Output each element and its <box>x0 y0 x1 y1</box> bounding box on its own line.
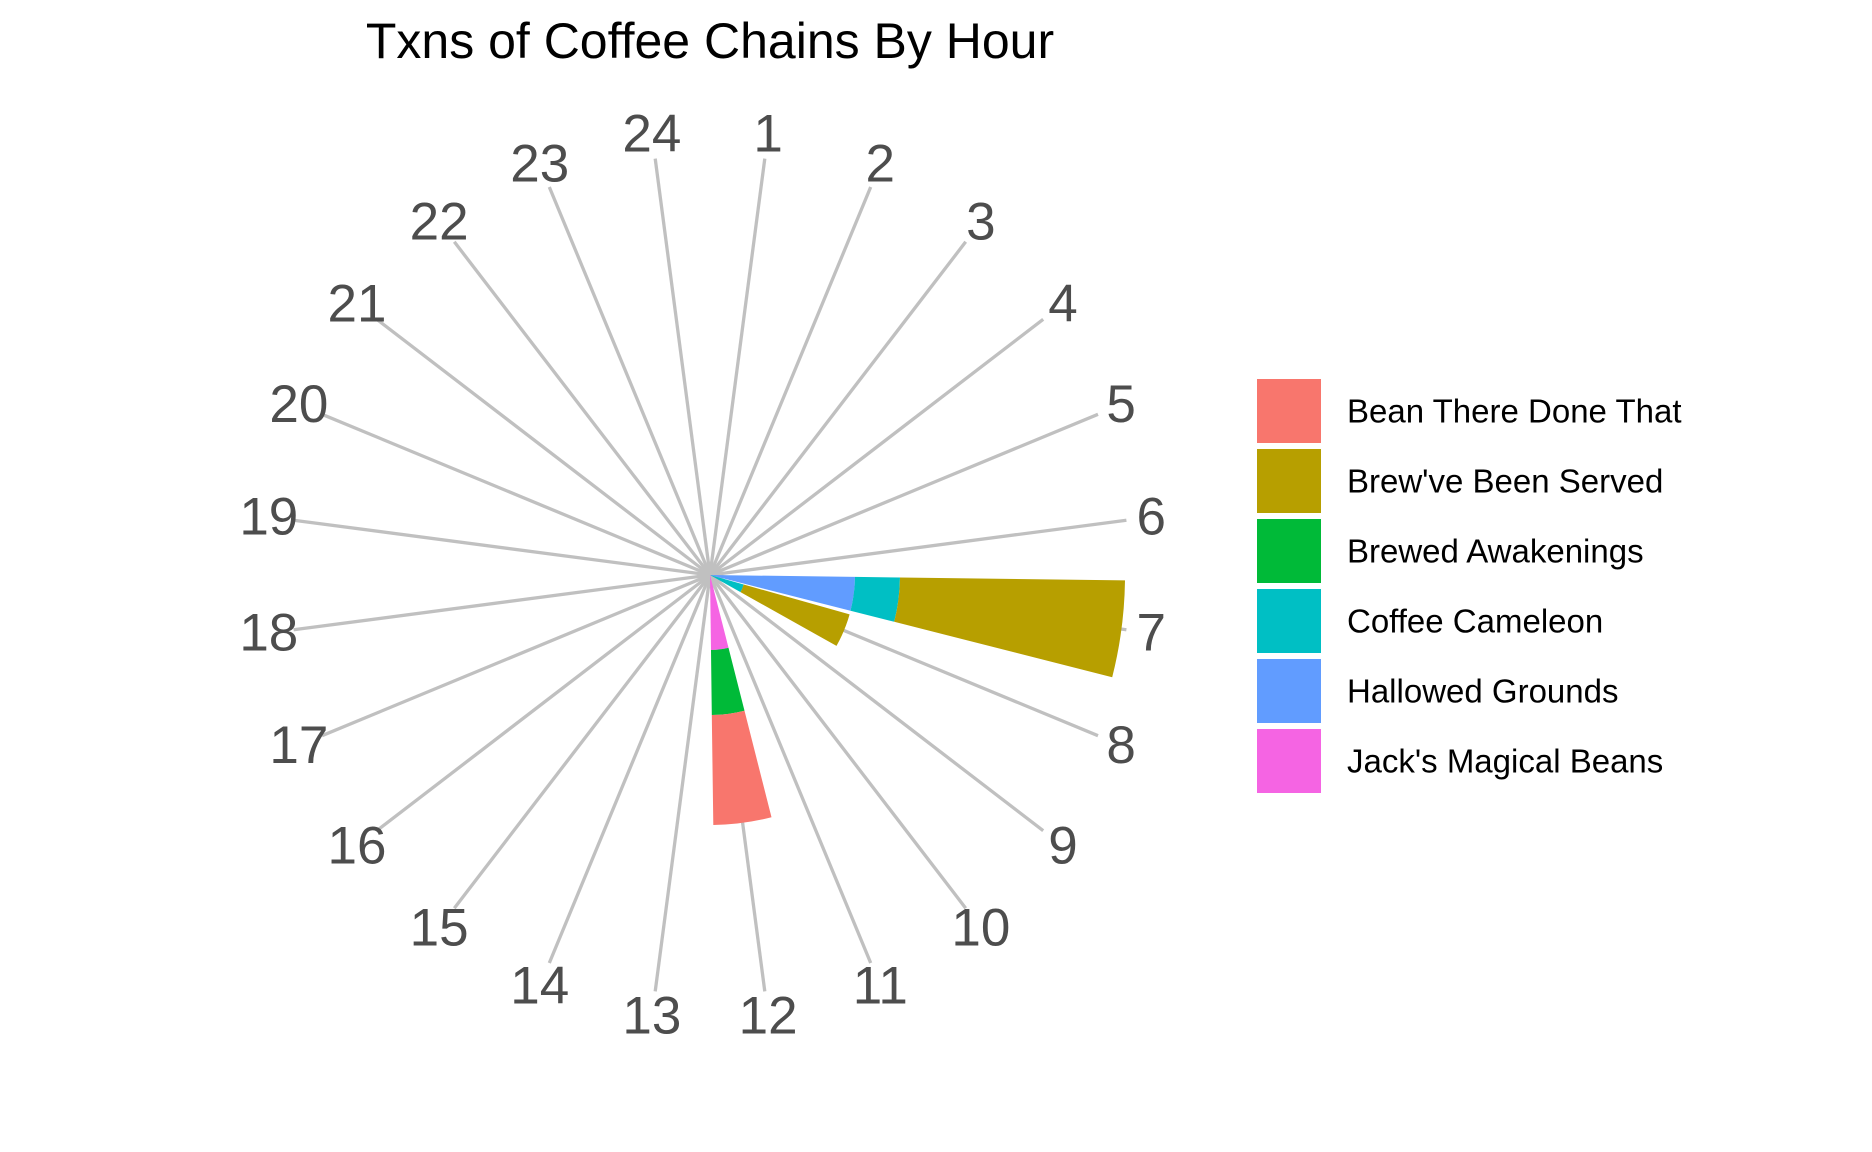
legend: Bean There Done That Brew've Been Served B… <box>1255 377 1682 795</box>
tick-label-22: 22 <box>410 193 469 252</box>
tick-label-10: 10 <box>951 899 1010 958</box>
legend-key-coffee-cameleon <box>1255 587 1323 655</box>
tick-label-8: 8 <box>1106 716 1135 775</box>
tick-label-1: 1 <box>753 104 782 163</box>
legend-label-brew-ve-been-served: Brew've Been Served <box>1347 463 1663 500</box>
grid-spoke-13 <box>653 574 712 992</box>
bar-12-jack-s-magical-beans <box>710 575 729 650</box>
tick-label-16: 16 <box>328 816 387 875</box>
grid-spoke-11 <box>708 574 873 964</box>
legend-key-brew-ve-been-served <box>1255 447 1323 515</box>
tick-label-5: 5 <box>1106 375 1135 434</box>
chart-title: Txns of Coffee Chains By Hour <box>366 13 1054 69</box>
legend-label-hallowed-grounds: Hallowed Grounds <box>1347 673 1618 710</box>
legend-key-hallowed-grounds <box>1255 657 1323 725</box>
tick-label-13: 13 <box>622 987 681 1046</box>
grid-spoke-18 <box>293 573 711 632</box>
grid-spoke-14 <box>547 574 712 964</box>
tick-label-11: 11 <box>853 957 908 1016</box>
tick-label-4: 4 <box>1048 275 1077 334</box>
bar-8-coffee-cameleon <box>710 575 744 593</box>
grid-spoke-19 <box>293 518 711 577</box>
tick-label-15: 15 <box>410 899 469 958</box>
legend-key-bean-there-done-that <box>1255 377 1323 445</box>
grid-spoke-16 <box>375 573 712 833</box>
legend-label-coffee-cameleon: Coffee Cameleon <box>1347 603 1603 640</box>
bar-7-brew-ve-been-served <box>894 577 1125 678</box>
bar-12-brewed-awakenings <box>711 647 745 715</box>
bar-7-coffee-cameleon <box>850 576 900 622</box>
grid-spoke-17 <box>321 573 711 738</box>
tick-label-3: 3 <box>966 193 995 252</box>
grid-spoke-24 <box>653 158 712 576</box>
grid-spoke-23 <box>547 186 712 576</box>
tick-label-20: 20 <box>269 375 328 434</box>
grid-spoke-4 <box>708 317 1045 577</box>
legend-key-brewed-awakenings <box>1255 517 1323 585</box>
bar-segments <box>710 575 1125 825</box>
tick-label-7: 7 <box>1136 604 1165 663</box>
tick-label-18: 18 <box>239 604 298 663</box>
tick-label-12: 12 <box>739 987 798 1046</box>
grid-spoke-9 <box>708 573 1045 833</box>
bar-7-hallowed-grounds <box>710 575 855 611</box>
grid-spoke-15 <box>452 573 712 910</box>
bar-12-bean-there-done-that <box>711 710 772 825</box>
legend-label-brewed-awakenings: Brewed Awakenings <box>1347 533 1644 570</box>
grid-spoke-5 <box>709 412 1099 577</box>
legend-label-bean-there-done-that: Bean There Done That <box>1347 393 1682 430</box>
tick-label-17: 17 <box>269 716 328 775</box>
tick-label-14: 14 <box>510 957 569 1016</box>
tick-label-9: 9 <box>1048 816 1077 875</box>
grid-spoke-1 <box>708 158 767 576</box>
tick-label-23: 23 <box>510 134 569 193</box>
grid-spoke-2 <box>708 186 873 576</box>
tick-label-6: 6 <box>1136 487 1165 546</box>
grid-spoke-3 <box>708 240 968 577</box>
grid-spoke-20 <box>321 412 711 577</box>
grid-spoke-6 <box>709 518 1127 577</box>
tick-label-24: 24 <box>622 104 681 163</box>
tick-label-21: 21 <box>328 275 387 334</box>
legend-label-jack-s-magical-beans: Jack's Magical Beans <box>1347 743 1663 780</box>
grid-spoke-22 <box>452 240 712 577</box>
grid-spoke-21 <box>375 317 712 577</box>
bar-8-brew-ve-been-served <box>740 584 850 646</box>
tick-label-19: 19 <box>239 487 298 546</box>
legend-key-jack-s-magical-beans <box>1255 727 1323 795</box>
tick-label-2: 2 <box>866 134 895 193</box>
grid-spoke-10 <box>708 573 968 910</box>
